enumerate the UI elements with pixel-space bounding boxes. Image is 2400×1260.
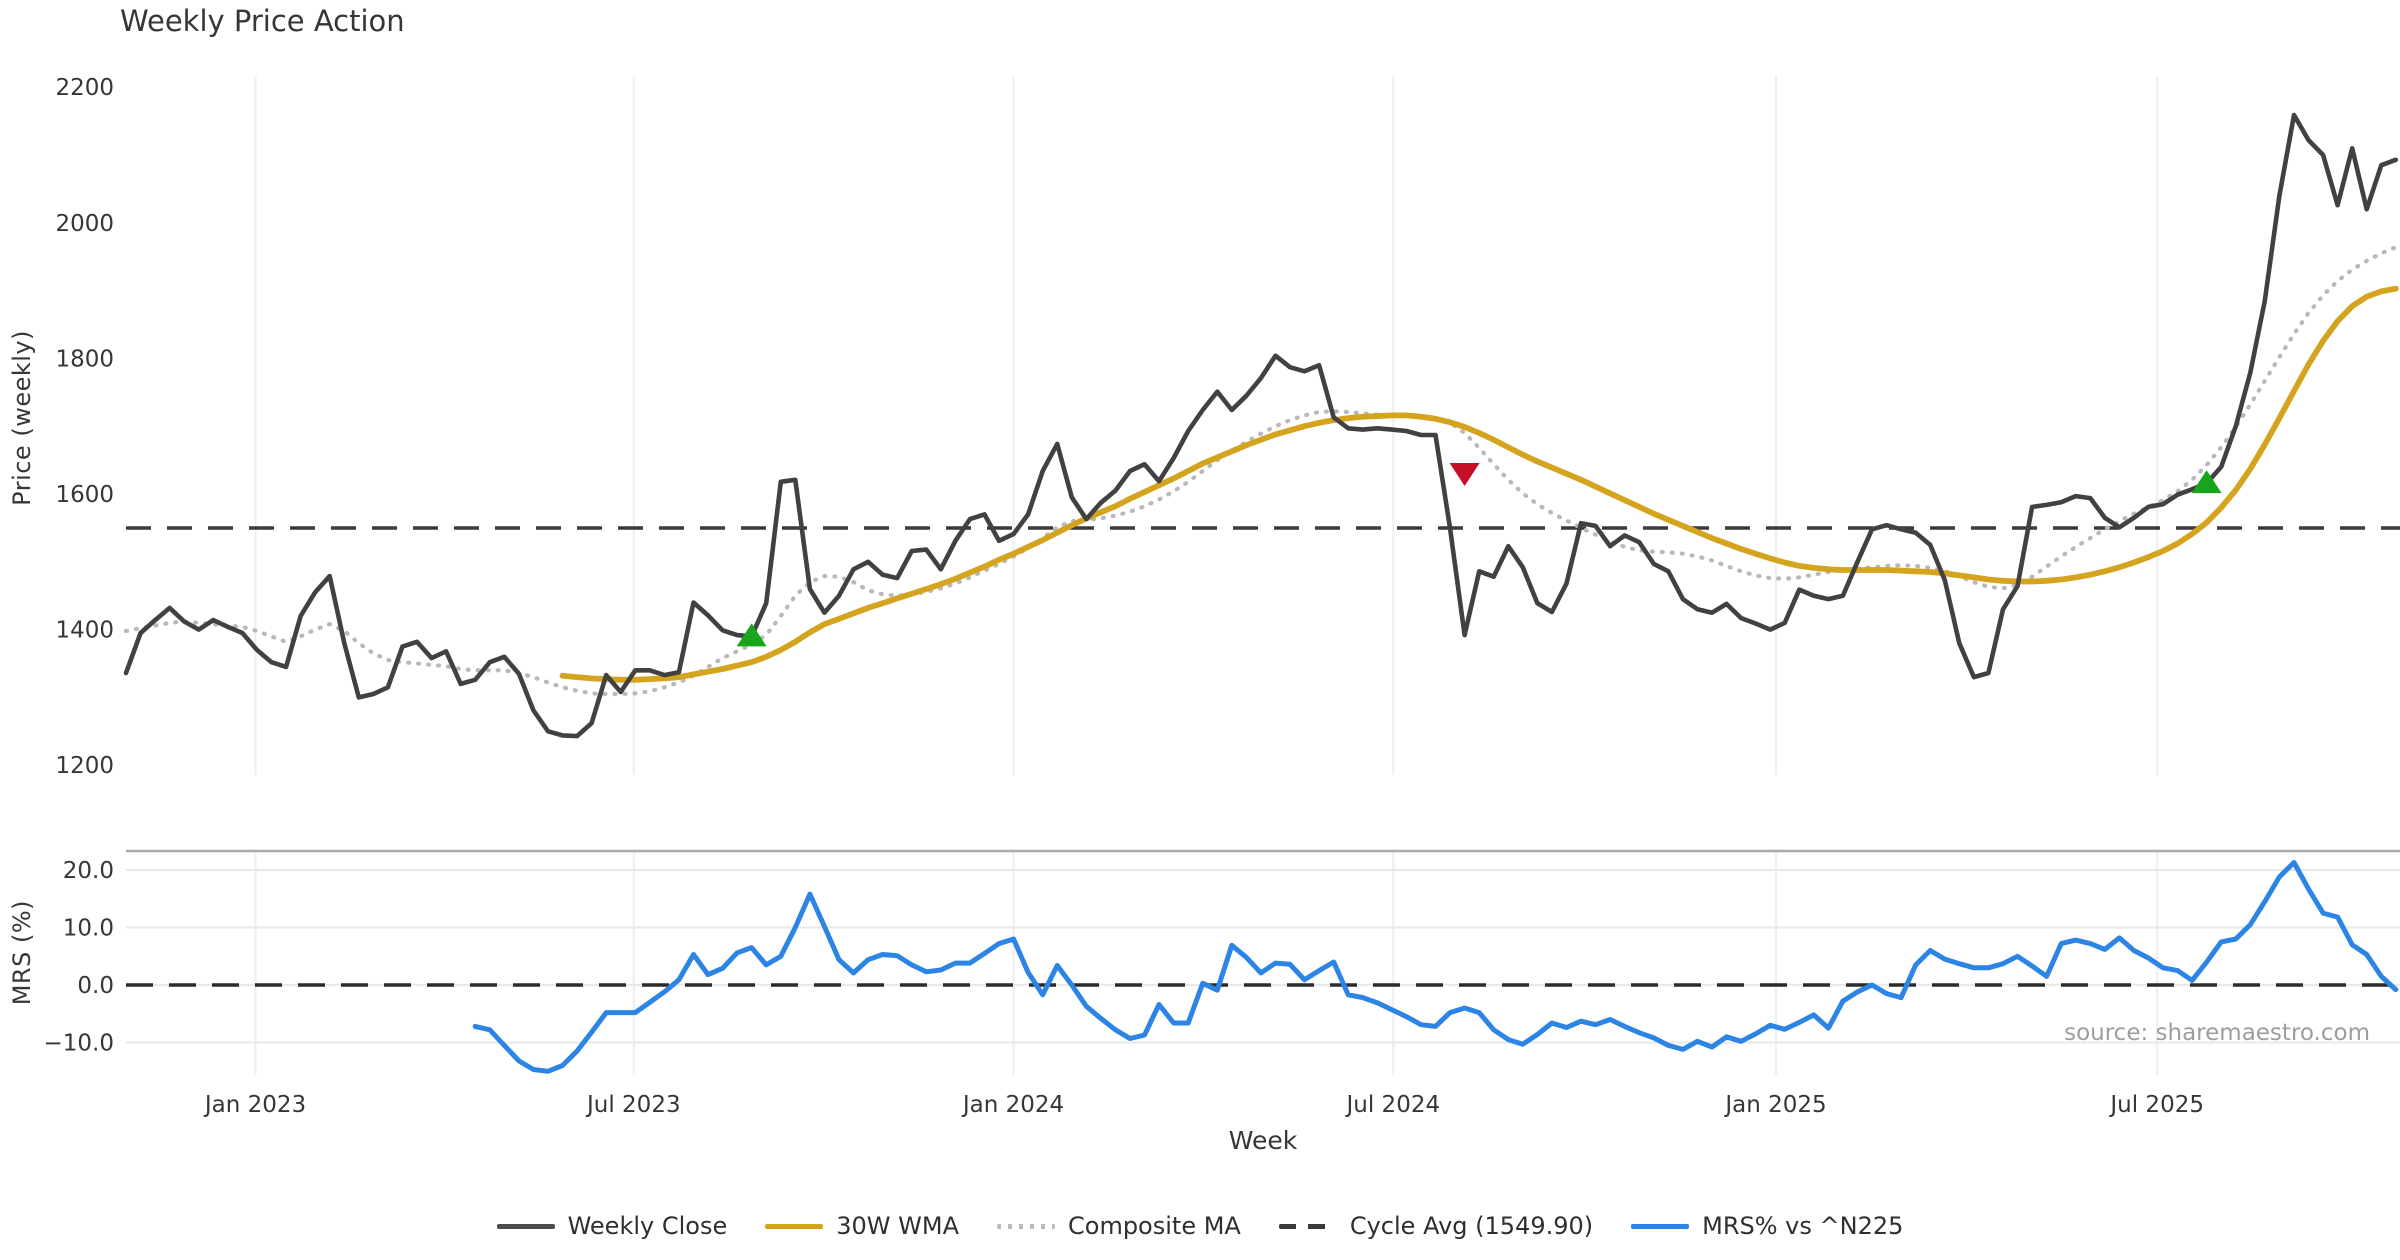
source-attribution: source: sharemaestro.com (2064, 1020, 2370, 1046)
price-tick-label: 1800 (55, 346, 114, 372)
price-tick-label: 1600 (55, 482, 114, 508)
mrs-tick-label: −10.0 (44, 1031, 114, 1057)
buy-signal-marker-icon (736, 623, 767, 647)
mrs-tick-label: 0.0 (77, 973, 114, 999)
price-tick-label: 2000 (55, 211, 114, 237)
mrs-swatch-icon (1631, 1223, 1690, 1229)
x-tick-label: Jan 2024 (961, 1092, 1064, 1118)
x-tick-label: Jul 2025 (2108, 1092, 2204, 1118)
legend-label: Composite MA (1068, 1212, 1241, 1240)
legend: Weekly Close 30W WMA Composite MA Cycle … (0, 1212, 2400, 1240)
wma-line (559, 285, 2399, 683)
legend-label: MRS% vs ^N225 (1702, 1212, 1904, 1240)
price-axis-title: Price (weekly) (8, 330, 36, 506)
page-title: Weekly Price Action (120, 4, 405, 38)
mrs-tick-label: 20.0 (63, 858, 114, 884)
cycle-avg-swatch-icon (1278, 1223, 1337, 1229)
price-tick-label: 1400 (55, 618, 114, 644)
mrs-tick-label: 10.0 (63, 916, 114, 942)
legend-item-weekly-close: Weekly Close (496, 1212, 728, 1240)
composite-ma-line (123, 245, 2398, 697)
sell-signal-marker-icon (1449, 463, 1480, 487)
x-tick-label: Jan 2025 (1723, 1092, 1826, 1118)
weekly-close-swatch-icon (496, 1223, 555, 1229)
legend-label: Weekly Close (567, 1212, 728, 1240)
legend-label: Cycle Avg (1549.90) (1349, 1212, 1594, 1240)
legend-item-mrs: MRS% vs ^N225 (1631, 1212, 1903, 1240)
legend-item-30w-wma: 30W WMA (765, 1212, 959, 1240)
weekly-close-line (123, 112, 2399, 739)
mrs-axis-title: MRS (%) (8, 900, 36, 1006)
x-tick-label: Jul 2024 (1345, 1092, 1441, 1118)
price-tick-label: 1200 (55, 753, 114, 779)
x-axis-title: Week (1228, 1126, 1298, 1155)
wma-swatch-icon (765, 1223, 824, 1229)
buy-signal-marker-icon (2191, 470, 2222, 494)
x-tick-label: Jan 2023 (203, 1092, 306, 1118)
legend-item-cycle-avg: Cycle Avg (1549.90) (1278, 1212, 1594, 1240)
price-tick-label: 2200 (55, 75, 114, 101)
mrs-line (472, 860, 2399, 1074)
legend-item-composite-ma: Composite MA (997, 1212, 1241, 1240)
legend-label: 30W WMA (836, 1212, 959, 1240)
x-tick-label: Jul 2023 (585, 1092, 681, 1118)
composite-ma-swatch-icon (997, 1223, 1055, 1229)
